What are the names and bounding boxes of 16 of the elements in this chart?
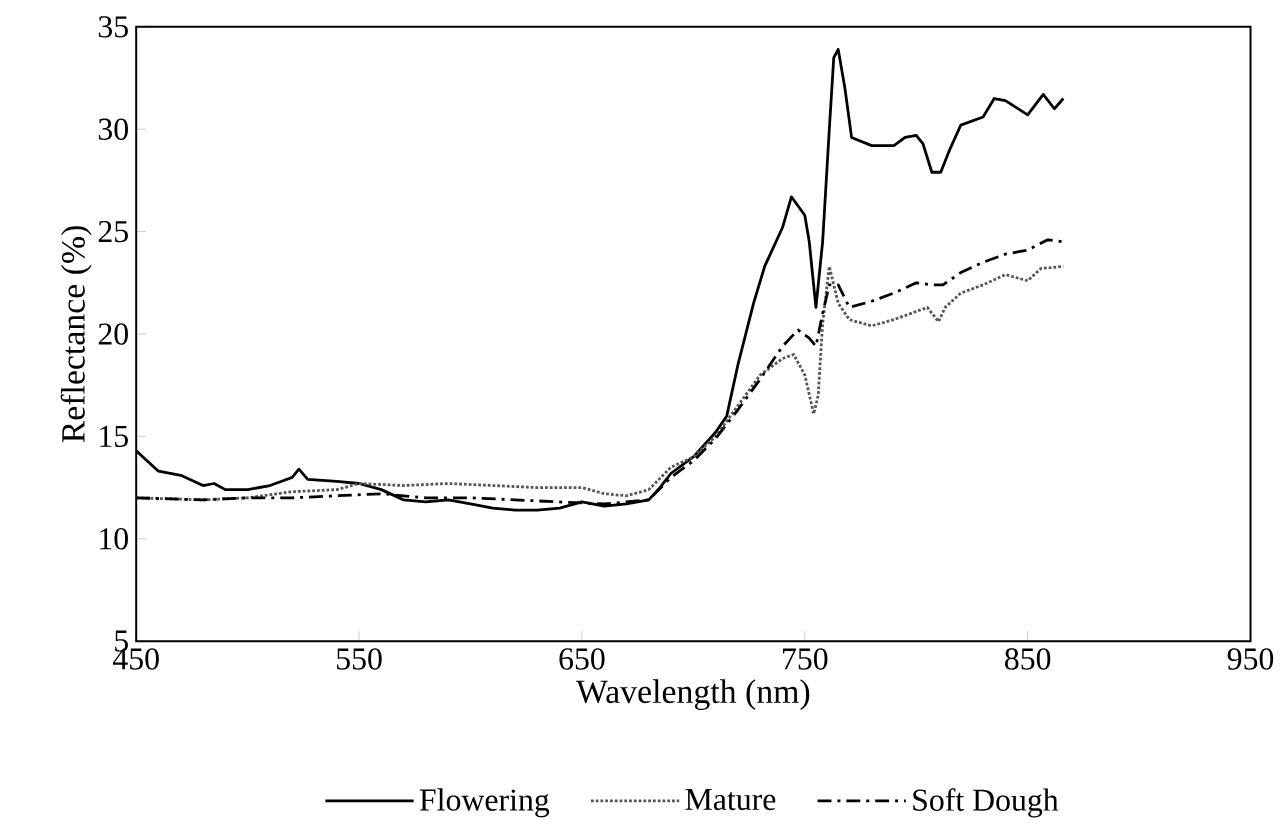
legend-label: Mature: [685, 788, 776, 811]
y-tick-label: 35: [98, 16, 128, 38]
y-tick-label: 10: [100, 528, 128, 550]
x-tick-label: 750: [783, 648, 828, 670]
x-axis-title: Wavelength (nm): [576, 679, 810, 711]
x-tick-label: 850: [1005, 648, 1051, 670]
x-tick-label: 650: [559, 648, 605, 670]
y-tick-label: 30: [98, 118, 128, 140]
y-tick-label: 25: [98, 220, 128, 243]
x-tick-label: 950: [1227, 648, 1274, 670]
y-axis-title: Reflectance (%): [60, 226, 92, 443]
legend-label: Flowering: [419, 788, 550, 818]
x-tick-label: 550: [337, 648, 382, 670]
legend-label: Soft Dough: [913, 788, 1059, 818]
y-tick-label: 20: [98, 323, 128, 345]
y-tick-label: 15: [100, 425, 128, 448]
